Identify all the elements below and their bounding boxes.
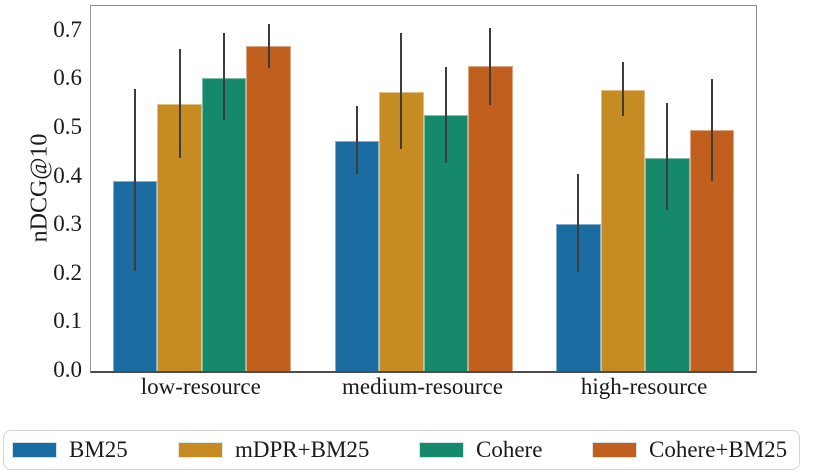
error-bar-Cohere+BM25-medium-resource (489, 27, 492, 106)
legend-swatch-mDPR+BM25 (178, 442, 223, 458)
error-bar-Cohere-low-resource (223, 32, 226, 121)
bar-Cohere+BM25-low-resource (246, 45, 291, 371)
error-bar-mDPR+BM25-high-resource (621, 61, 624, 116)
x-tick-label-medium-resource: medium-resource (342, 374, 503, 399)
plot-area (90, 5, 757, 373)
y-axis-tick-labels: 0.0 0.1 0.2 0.3 0.4 0.5 0.6 0.7 (0, 5, 82, 382)
x-axis-tick-labels: low-resource medium-resource high-resource (90, 374, 755, 402)
error-bar-mDPR+BM25-medium-resource (400, 33, 403, 150)
legend-entry-Cohere: Cohere (419, 431, 542, 469)
error-bar-Cohere-high-resource (666, 103, 669, 211)
legend-swatch-BM25 (12, 442, 57, 458)
legend-label-Cohere+BM25: Cohere+BM25 (649, 437, 788, 462)
y-tick-label-0.7: 0.7 (53, 16, 82, 42)
legend-swatch-Cohere+BM25 (592, 442, 637, 458)
bar-Cohere+BM25-medium-resource (468, 65, 513, 371)
error-bar-mDPR+BM25-low-resource (178, 49, 181, 158)
y-tick-label-0.2: 0.2 (53, 259, 82, 285)
y-tick-label-0.1: 0.1 (53, 308, 82, 334)
x-tick-label-high-resource: high-resource (580, 374, 708, 399)
error-bar-BM25-high-resource (577, 173, 580, 273)
error-bar-BM25-low-resource (134, 88, 137, 271)
y-tick-label-0.3: 0.3 (53, 211, 82, 237)
error-bar-BM25-medium-resource (355, 106, 358, 175)
legend-swatch-Cohere (419, 442, 464, 458)
error-bar-Cohere-medium-resource (444, 67, 447, 163)
y-tick-label-0.4: 0.4 (53, 162, 82, 188)
y-tick-label-0.6: 0.6 (53, 65, 82, 91)
y-tick-label-0.5: 0.5 (53, 114, 82, 139)
legend: BM25 mDPR+BM25 Cohere Cohere+BM25 (3, 430, 800, 470)
legend-label-Cohere: Cohere (476, 437, 543, 462)
legend-entry-Cohere+BM25: Cohere+BM25 (592, 431, 787, 469)
error-bar-Cohere+BM25-high-resource (710, 79, 713, 181)
bar-BM25-medium-resource (334, 141, 379, 371)
bar-mDPR+BM25-high-resource (600, 90, 646, 371)
bar-Cohere-low-resource (201, 77, 247, 371)
legend-label-mDPR+BM25: mDPR+BM25 (235, 437, 370, 462)
y-tick-label-0.0: 0.0 (53, 357, 82, 382)
error-bar-Cohere+BM25-low-resource (267, 23, 270, 68)
legend-label-BM25: BM25 (69, 437, 128, 462)
legend-entry-mDPR+BM25: mDPR+BM25 (178, 431, 369, 469)
legend-entry-BM25: BM25 (12, 431, 128, 469)
x-tick-label-low-resource: low-resource (140, 374, 261, 399)
